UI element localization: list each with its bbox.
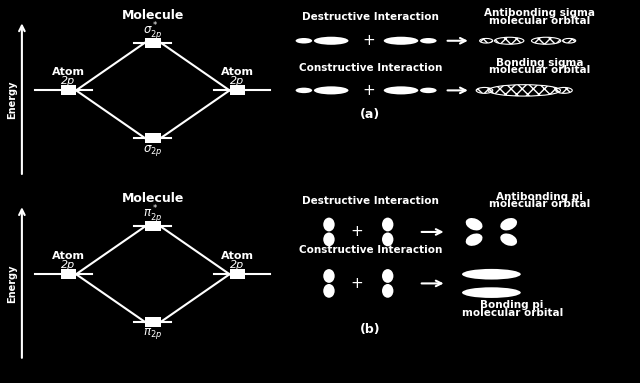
Text: Destructive Interaction: Destructive Interaction	[302, 12, 439, 22]
Ellipse shape	[314, 37, 349, 45]
Text: (b): (b)	[360, 323, 381, 336]
Ellipse shape	[500, 234, 517, 246]
Ellipse shape	[382, 284, 394, 298]
Text: $\sigma_{2p}$: $\sigma_{2p}$	[143, 142, 163, 158]
Bar	[145, 221, 161, 231]
Text: Antibonding pi: Antibonding pi	[497, 192, 583, 202]
Text: Bonding sigma: Bonding sigma	[496, 58, 584, 68]
Ellipse shape	[466, 218, 483, 231]
Text: Destructive Interaction: Destructive Interaction	[302, 196, 439, 206]
Ellipse shape	[323, 284, 335, 298]
Text: 2p: 2p	[230, 76, 244, 86]
Ellipse shape	[382, 218, 394, 231]
Text: Atom: Atom	[221, 251, 254, 261]
Ellipse shape	[500, 218, 517, 231]
Bar	[61, 269, 76, 279]
Text: $\sigma^*_{2p}$: $\sigma^*_{2p}$	[143, 20, 163, 42]
Ellipse shape	[384, 37, 419, 45]
Text: Atom: Atom	[221, 67, 254, 77]
Text: +: +	[350, 276, 363, 291]
Text: Energy: Energy	[8, 264, 17, 303]
Text: +: +	[362, 83, 375, 98]
Ellipse shape	[462, 269, 521, 280]
Bar	[61, 85, 76, 95]
Ellipse shape	[382, 269, 394, 283]
Text: Molecule: Molecule	[122, 192, 184, 205]
Text: Atom: Atom	[52, 67, 85, 77]
Ellipse shape	[296, 38, 312, 44]
Text: Constructive Interaction: Constructive Interaction	[299, 246, 442, 255]
Text: Constructive Interaction: Constructive Interaction	[299, 63, 442, 73]
Text: Energy: Energy	[8, 80, 17, 119]
Text: Antibonding sigma: Antibonding sigma	[484, 8, 595, 18]
Text: (a): (a)	[360, 108, 381, 121]
Text: +: +	[362, 33, 375, 48]
Ellipse shape	[296, 88, 312, 93]
Ellipse shape	[323, 218, 335, 231]
Bar	[145, 317, 161, 327]
Ellipse shape	[420, 38, 436, 44]
Text: molecular orbital: molecular orbital	[489, 200, 591, 210]
Text: 2p: 2p	[61, 260, 76, 270]
Text: Bonding pi: Bonding pi	[481, 301, 544, 311]
Bar	[145, 38, 161, 47]
Text: molecular orbital: molecular orbital	[489, 16, 591, 26]
Text: $\pi^*_{2p}$: $\pi^*_{2p}$	[143, 203, 163, 226]
Text: molecular orbital: molecular orbital	[461, 308, 563, 318]
Text: 2p: 2p	[61, 76, 76, 86]
Ellipse shape	[323, 269, 335, 283]
Ellipse shape	[420, 88, 436, 93]
Text: Molecule: Molecule	[122, 8, 184, 21]
Bar	[230, 269, 245, 279]
Text: molecular orbital: molecular orbital	[489, 65, 591, 75]
Ellipse shape	[382, 232, 394, 246]
Text: Atom: Atom	[52, 251, 85, 261]
Ellipse shape	[384, 86, 419, 95]
Ellipse shape	[462, 287, 521, 298]
Ellipse shape	[314, 86, 349, 95]
Bar	[230, 85, 245, 95]
Ellipse shape	[466, 234, 483, 246]
Ellipse shape	[323, 232, 335, 246]
Text: $\pi_{2p}$: $\pi_{2p}$	[143, 326, 163, 342]
Text: 2p: 2p	[230, 260, 244, 270]
Bar	[145, 133, 161, 143]
Text: +: +	[350, 224, 363, 239]
